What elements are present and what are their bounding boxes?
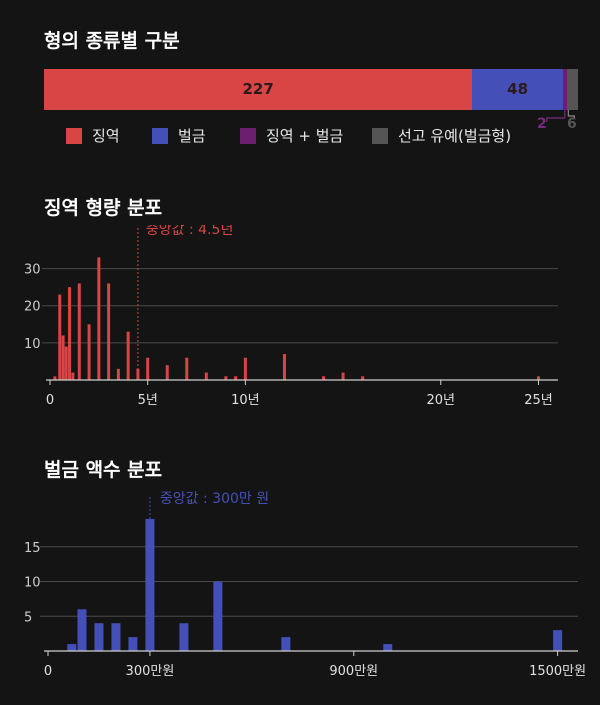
fine-bar [553,630,563,651]
prison-y-tick-label: 10 [24,337,41,352]
bar-segment-prison [44,69,473,110]
prison-bar [165,365,169,380]
legend-swatch-suspended [372,128,388,144]
legend-swatch-fine [152,128,168,144]
bar-segment-suspended [566,69,578,110]
prison-bar [53,376,57,380]
prison-x-tick-label: 25년 [524,393,553,408]
prison-bar [234,376,238,380]
legend-swatch-prison-and-fine [240,128,256,144]
prison-x-tick-label: 5년 [138,393,158,408]
prison-bar [341,372,345,380]
prison-bar [87,324,91,380]
prison-median-annotation: 중앙값 : 4.5년 [146,225,233,238]
prison-bar [97,257,101,380]
chart-prison-distribution: 10 20 30 0 5년 10년 20년 25년 중앙값 : 4.5년 [24,225,558,408]
prison-x-tick-label: 10년 [231,393,260,408]
legend-label-suspended: 선고 유예(벌금형) [398,127,512,145]
prison-x-tick-label: 20년 [427,393,456,408]
bar-segment-fine [472,69,563,110]
fine-x-tick-label: 0 [44,664,52,679]
fine-bar [67,644,77,651]
prison-bar [68,287,72,380]
prison-bar [224,376,228,380]
prison-bar [536,376,540,380]
legend-swatch-prison [66,128,82,144]
prison-bar [204,372,208,380]
prison-y-tick-label: 20 [24,300,41,315]
prison-bar [77,283,81,380]
chart-fine-distribution: 5 10 15 0 300만원 900만원 1500만원 중앙값 : 300만 원 [24,491,586,679]
data-label-suspended: 6 [567,116,577,132]
legend-label-prison-and-fine: 징역 + 벌금 [266,127,344,145]
fine-median-annotation: 중앙값 : 300만 원 [160,491,269,507]
chart-title-prison-distribution: 징역 형량 분포 [44,197,163,219]
data-label-prison-and-fine: 2 [537,116,547,132]
prison-x-tick-label: 0 [46,393,54,408]
data-label-fine: 48 [507,80,529,98]
prison-bar [322,376,326,380]
legend-label-prison: 징역 [92,127,120,145]
prison-bar [71,372,75,380]
prison-bar [126,331,130,380]
chart-title-fine-distribution: 벌금 액수 분포 [44,459,163,481]
prison-bar [58,294,62,380]
bar-segment-prison-and-fine [562,69,567,110]
prison-y-tick-label: 30 [24,263,41,278]
stacked-bar-sentence-types: 227 48 [44,69,578,110]
prison-bar [243,357,247,380]
fine-x-tick-label: 900만원 [329,664,378,679]
fine-bar [94,623,104,651]
chart-title-sentence-types: 형의 종류별 구분 [44,30,180,52]
fine-x-tick-label: 300만원 [126,664,175,679]
fine-bar [281,637,291,651]
fine-y-tick-label: 15 [24,541,41,556]
fine-bar [213,581,223,651]
prison-bar [61,335,65,380]
prison-bar [185,357,189,380]
fine-bar [77,609,87,651]
prison-bar [282,354,286,380]
prison-bar [136,368,140,380]
fine-bar [179,623,189,651]
fine-bar [128,637,138,651]
prison-bar [64,346,68,380]
fine-x-tick-label: 1500만원 [529,664,586,679]
fine-y-tick-label: 10 [24,576,41,591]
data-label-prison: 227 [242,80,274,98]
prison-bar [116,368,120,380]
legend-label-fine: 벌금 [178,127,206,145]
prison-bar [146,357,150,380]
prison-bar [361,376,365,380]
fine-bar [383,644,393,651]
prison-bar [107,283,111,380]
fine-y-tick-label: 5 [24,610,32,625]
fine-bar [111,623,121,651]
